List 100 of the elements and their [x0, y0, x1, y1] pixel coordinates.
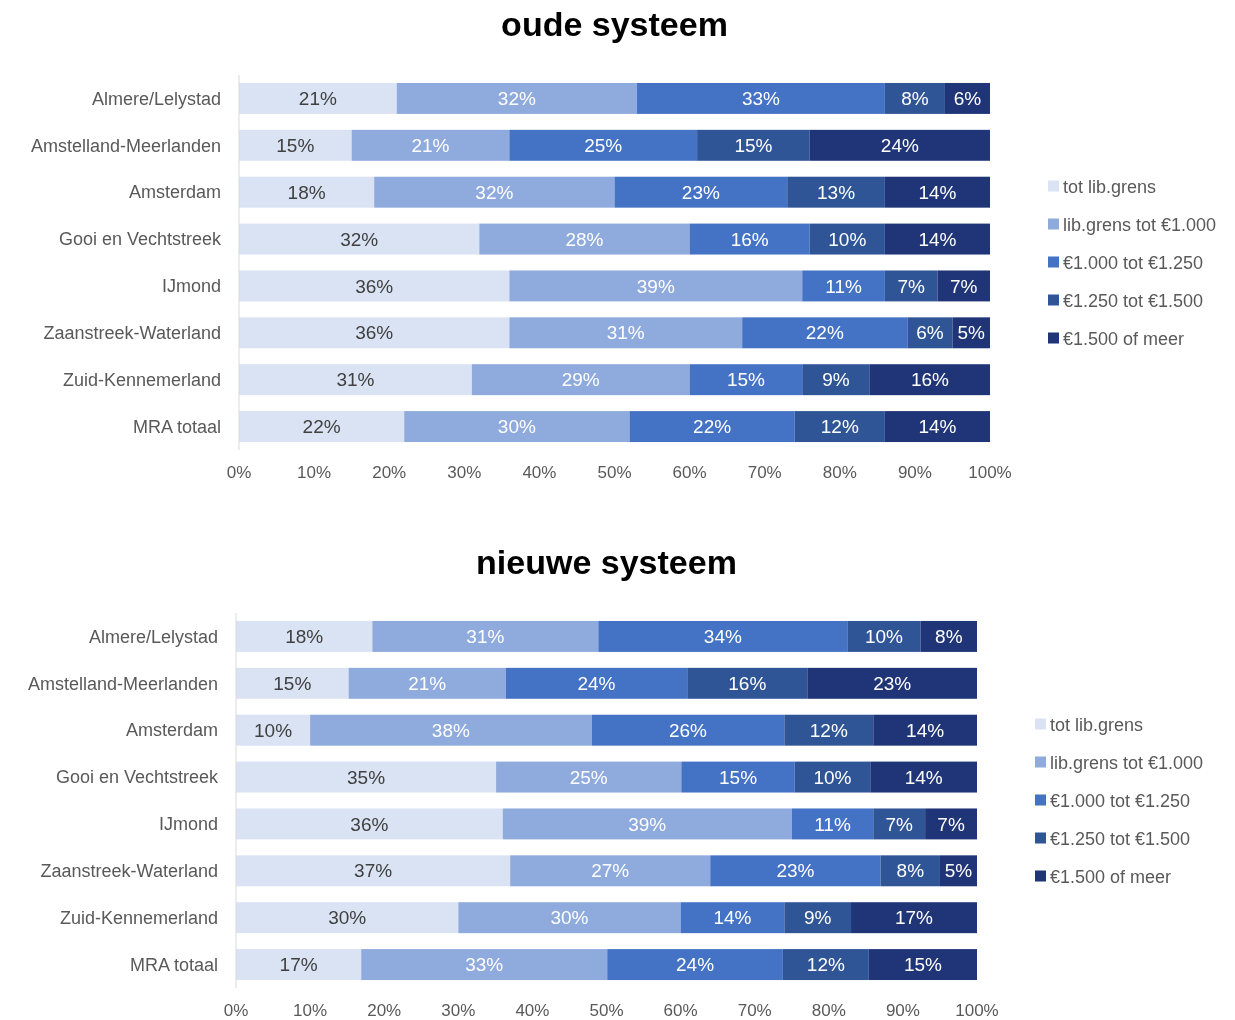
bar — [925, 808, 977, 840]
bar — [505, 667, 688, 699]
data-label: 37% — [354, 860, 393, 882]
x-tick-label: 30% — [447, 463, 482, 482]
data-label: 16% — [910, 369, 950, 391]
data-label: 21% — [411, 134, 450, 156]
bar — [239, 223, 480, 255]
x-tick-label: 10% — [297, 463, 332, 482]
y-tick-label: Amsterdam — [128, 182, 221, 203]
data-label: 8% — [901, 88, 929, 110]
data-label: 18% — [285, 626, 324, 648]
chart-title: oude systeem — [501, 5, 728, 43]
bar — [802, 270, 885, 302]
y-tick-label: Zaanstreek-Waterland — [40, 861, 218, 882]
bar — [614, 176, 788, 208]
y-tick-label: Gooi en Vechtstreek — [58, 229, 222, 250]
y-tick-label: Amstelland-Meerlanden — [30, 135, 221, 156]
bar — [873, 714, 977, 746]
data-label: 24% — [577, 672, 616, 694]
bar — [884, 223, 990, 255]
data-label: 12% — [820, 416, 859, 438]
data-label: 30% — [328, 907, 367, 929]
bar — [236, 808, 503, 840]
legend-label: €1.250 tot €1.500 — [1050, 828, 1191, 849]
x-tick-label: 20% — [372, 463, 407, 482]
legend-label: tot lib.grens — [1050, 714, 1144, 735]
data-label: 16% — [728, 672, 767, 694]
bar — [884, 176, 990, 208]
bar — [794, 411, 885, 443]
y-tick-label: Zuid-Kennemerland — [62, 369, 221, 390]
data-label: 14% — [713, 907, 752, 929]
bar — [496, 761, 682, 793]
bar — [509, 129, 698, 161]
data-label: 17% — [279, 954, 318, 976]
bar — [372, 620, 599, 652]
bar — [236, 761, 497, 793]
data-label: 7% — [897, 275, 925, 297]
legend-label: €1.500 of meer — [1063, 328, 1185, 349]
bar — [310, 714, 592, 746]
data-label: 9% — [822, 369, 850, 391]
bar — [239, 317, 510, 349]
data-label: 12% — [809, 719, 848, 741]
data-label: 15% — [903, 954, 943, 976]
data-label: 35% — [347, 766, 386, 788]
y-tick-label: Amsterdam — [125, 720, 218, 741]
data-label: 27% — [591, 860, 630, 882]
y-tick-label: Amstelland-Meerlanden — [27, 673, 218, 694]
bar — [239, 176, 375, 208]
x-tick-label: 90% — [885, 1001, 920, 1020]
legend-label: tot lib.grens — [1063, 176, 1157, 197]
bar — [680, 902, 785, 934]
x-tick-label: 20% — [367, 1001, 402, 1020]
bar — [868, 949, 977, 981]
data-label: 14% — [906, 719, 945, 741]
data-label: 22% — [302, 416, 341, 438]
data-label: 38% — [431, 719, 471, 741]
data-label: 39% — [628, 813, 667, 835]
bar — [870, 761, 977, 793]
data-label: 15% — [276, 134, 315, 156]
x-tick-label: 60% — [663, 1001, 698, 1020]
y-tick-label: IJmond — [158, 814, 218, 835]
data-label: 34% — [703, 626, 742, 648]
y-tick-label: Almere/Lelystad — [91, 88, 221, 109]
bar — [809, 129, 990, 161]
data-label: 15% — [734, 134, 773, 156]
bar — [374, 176, 615, 208]
bar — [510, 855, 711, 887]
bar — [236, 667, 349, 699]
data-label: 24% — [676, 954, 715, 976]
data-label: 33% — [465, 954, 504, 976]
x-tick-label: 80% — [811, 1001, 846, 1020]
bar — [851, 902, 977, 934]
bar — [697, 129, 810, 161]
data-label: 11% — [825, 275, 862, 297]
bar — [784, 902, 852, 934]
x-tick-label: 100% — [955, 1001, 999, 1020]
bar — [681, 761, 795, 793]
bar — [637, 82, 885, 114]
bar — [784, 714, 874, 746]
bar — [236, 902, 459, 934]
y-tick-label: Zuid-Kennemerland — [59, 907, 218, 928]
data-label: 22% — [693, 416, 732, 438]
y-tick-label: Almere/Lelystad — [88, 626, 218, 647]
bar — [689, 364, 803, 396]
bar — [348, 667, 506, 699]
data-label: 16% — [730, 228, 769, 250]
bar — [869, 364, 990, 396]
x-tick-label: 30% — [441, 1001, 476, 1020]
data-label: 36% — [355, 275, 394, 297]
bar — [351, 129, 510, 161]
data-label: 10% — [254, 719, 293, 741]
data-label: 10% — [813, 766, 852, 788]
data-label: 15% — [273, 672, 312, 694]
data-label: 7% — [885, 813, 914, 835]
data-label: 33% — [741, 88, 781, 110]
data-label: 10% — [864, 626, 904, 648]
legend-label: lib.grens tot €1.000 — [1050, 752, 1204, 773]
data-label: 36% — [355, 322, 394, 344]
bar — [239, 411, 405, 443]
data-label: 30% — [550, 907, 589, 929]
